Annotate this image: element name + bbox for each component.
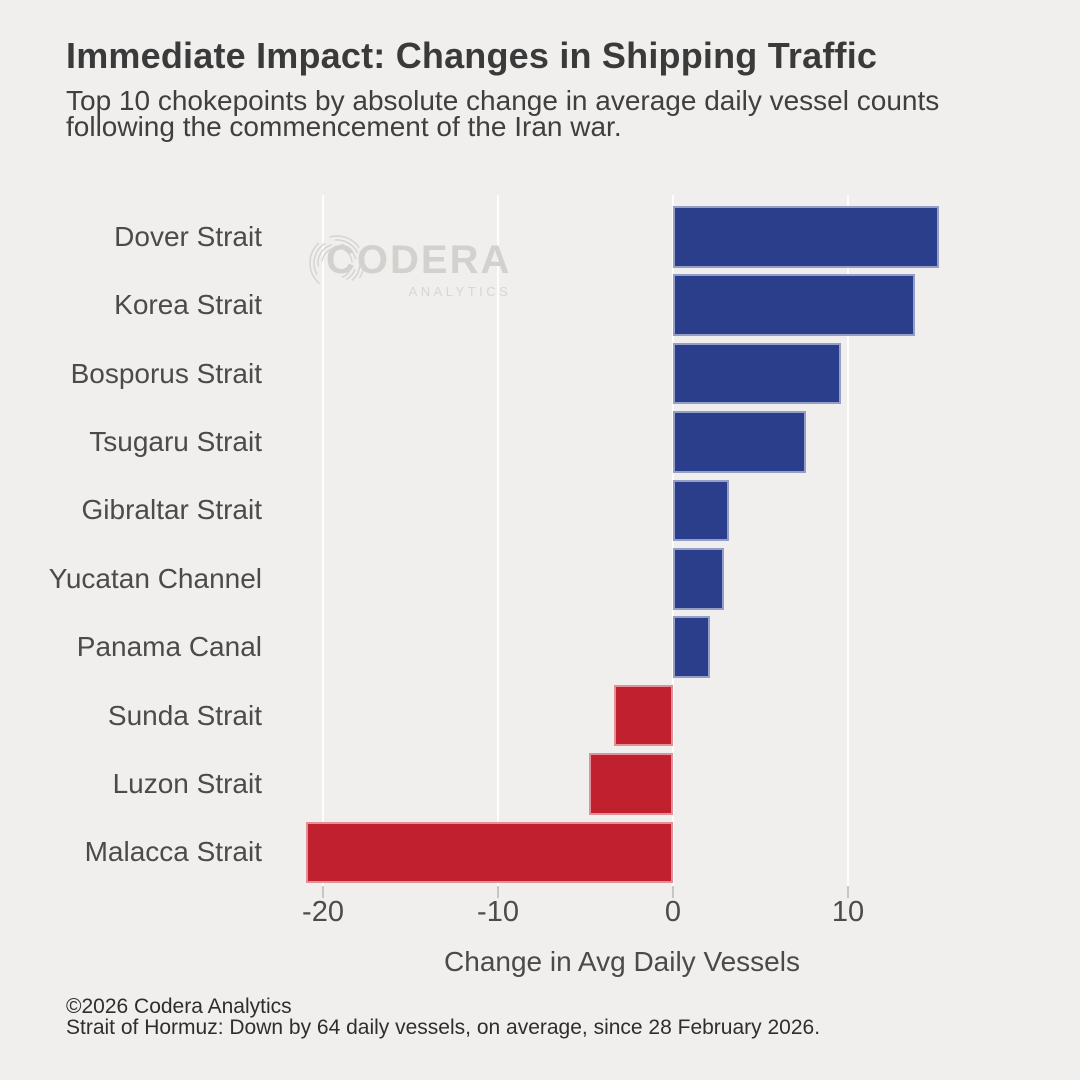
watermark: CODERA ANALYTICS xyxy=(309,235,512,299)
category-label-luzon-strait: Luzon Strait xyxy=(112,767,262,799)
bar-tsugaru-strait xyxy=(673,411,806,473)
bar-luzon-strait xyxy=(589,753,673,815)
x-tick-label-0: 0 xyxy=(664,896,682,928)
category-label-malacca-strait: Malacca Strait xyxy=(84,836,262,868)
category-label-gibraltar-strait: Gibraltar Strait xyxy=(81,494,263,526)
x-tick-label--10: -10 xyxy=(477,896,519,928)
codera-logo-swirl-icon xyxy=(309,235,365,291)
bar-korea-strait xyxy=(673,274,915,336)
axis-tick-x-0 xyxy=(672,886,674,898)
axis-tick-x-10 xyxy=(847,886,849,898)
category-label-yucatan-channel: Yucatan Channel xyxy=(48,562,262,594)
category-label-korea-strait: Korea Strait xyxy=(114,289,262,321)
bar-dover-strait xyxy=(673,206,939,268)
footer-note: Strait of Hormuz: Down by 64 daily vesse… xyxy=(66,1016,821,1039)
bar-bosporus-strait xyxy=(673,342,841,405)
watermark-brand-text: CODERA xyxy=(326,238,512,282)
axis-tick-x--20 xyxy=(322,886,324,898)
x-tick-label--20: -20 xyxy=(302,896,344,928)
category-label-bosporus-strait: Bosporus Strait xyxy=(70,357,262,389)
bar-malacca-strait xyxy=(305,821,673,884)
chart-title: Immediate Impact: Changes in Shipping Tr… xyxy=(66,35,878,76)
category-label-sunda-strait: Sunda Strait xyxy=(107,699,262,731)
gridline-x--10 xyxy=(497,195,499,886)
category-label-panama-canal: Panama Canal xyxy=(76,631,262,663)
x-tick-label-10: 10 xyxy=(831,896,865,928)
bar-yucatan-channel xyxy=(673,548,724,610)
category-label-dover-strait: Dover Strait xyxy=(114,220,262,252)
watermark-tagline-text: ANALYTICS xyxy=(408,284,512,299)
bar-gibraltar-strait xyxy=(673,479,729,542)
chart-subtitle: Top 10 chokepoints by absolute change in… xyxy=(66,85,940,142)
axis-tick-x--10 xyxy=(497,886,499,898)
footer-copyright: ©2026 Codera Analytics xyxy=(66,995,292,1018)
bar-panama-canal xyxy=(673,616,710,678)
gridline-x-10 xyxy=(847,195,849,886)
x-axis-title: Change in Avg Daily Vessels xyxy=(444,946,800,977)
gridline-x--20 xyxy=(322,195,324,886)
bar-sunda-strait xyxy=(613,684,673,747)
category-label-tsugaru-strait: Tsugaru Strait xyxy=(89,425,262,457)
